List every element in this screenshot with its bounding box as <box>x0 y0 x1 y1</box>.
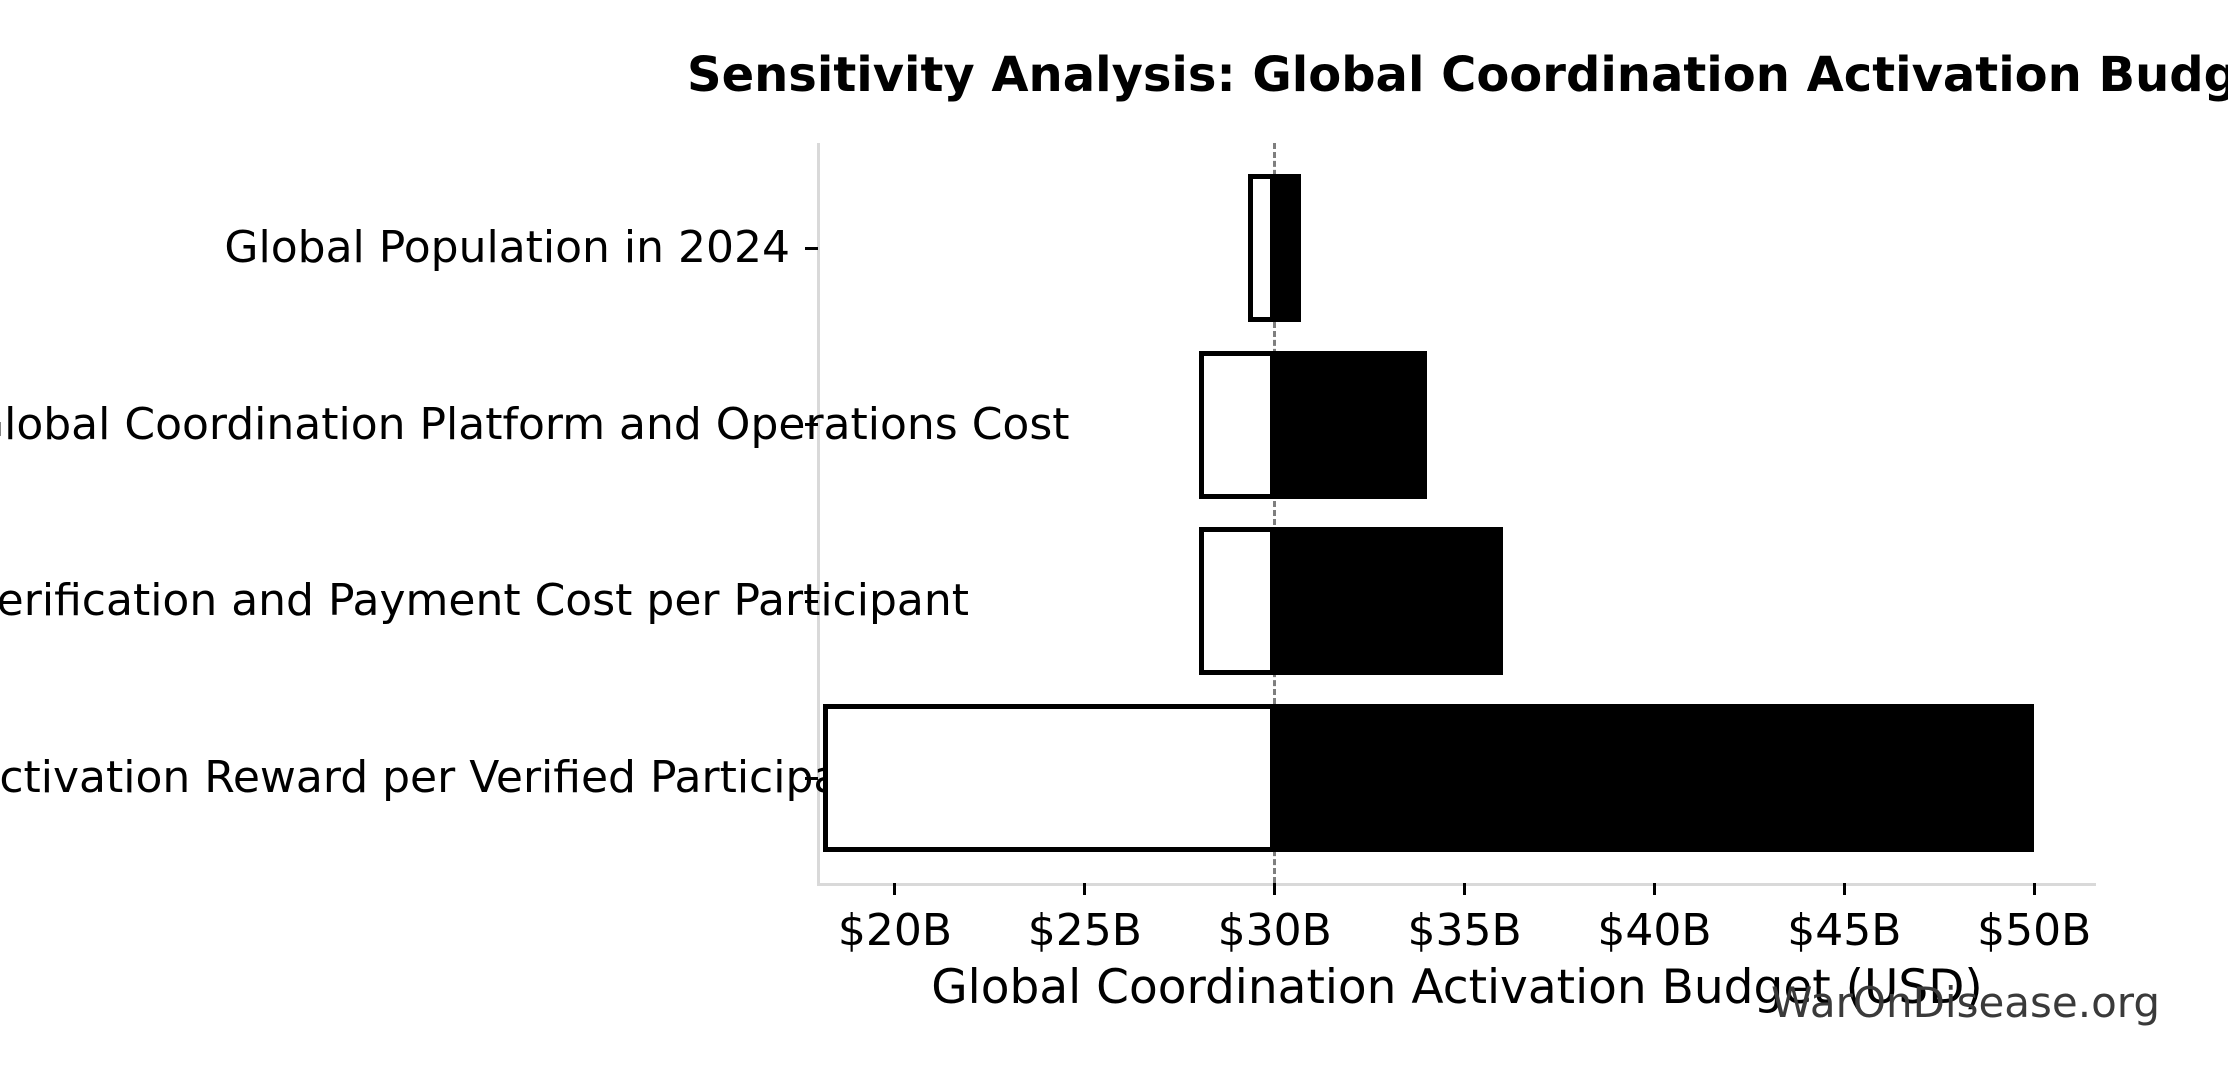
x-axis-label: Global Coordination Activation Budget (U… <box>931 960 1983 1015</box>
y-tick-mark <box>805 599 818 603</box>
bar-high-segment <box>1274 527 1503 676</box>
x-axis-spine <box>817 883 2096 886</box>
watermark-text: WarOnDisease.org <box>1771 978 2160 1027</box>
x-tick-mark <box>1842 883 1846 895</box>
y-tick-mark <box>805 423 818 427</box>
x-tick-label: $35B <box>1407 905 1522 956</box>
baseline-dashed-line <box>1273 143 1277 883</box>
bar-low-segment <box>1248 174 1275 322</box>
x-tick-label: $50B <box>1977 905 2092 956</box>
x-tick-mark <box>2032 883 2036 895</box>
x-tick-label: $40B <box>1597 905 1712 956</box>
y-tick-mark <box>805 776 818 780</box>
chart-title: Sensitivity Analysis: Global Coordinatio… <box>687 47 2228 103</box>
y-tick-mark <box>805 246 818 250</box>
category-label: Verification and Payment Cost per Partic… <box>0 575 970 627</box>
x-tick-mark <box>1083 883 1087 895</box>
x-tick-mark <box>1463 883 1467 895</box>
bar-low-segment <box>1198 350 1275 499</box>
category-label: Global Population in 2024 <box>224 222 790 273</box>
category-label: Global Coordination Platform and Operati… <box>0 398 1070 450</box>
x-tick-mark <box>1273 883 1277 895</box>
x-tick-label: $45B <box>1787 905 1902 956</box>
x-tick-label: $20B <box>837 905 953 956</box>
bar-high-segment <box>1274 704 2035 852</box>
y-axis-spine <box>817 143 820 883</box>
bar-low-segment <box>1198 527 1275 676</box>
bar-high-segment <box>1274 350 1427 499</box>
x-tick-label: $25B <box>1027 905 1142 956</box>
bar-high-segment <box>1274 174 1302 322</box>
x-tick-label: $30B <box>1217 905 1332 956</box>
category-label: Activation Reward per Verified Participa… <box>0 752 886 803</box>
x-tick-mark <box>1652 883 1656 895</box>
bar-low-segment <box>822 704 1275 852</box>
x-tick-mark <box>893 883 897 895</box>
